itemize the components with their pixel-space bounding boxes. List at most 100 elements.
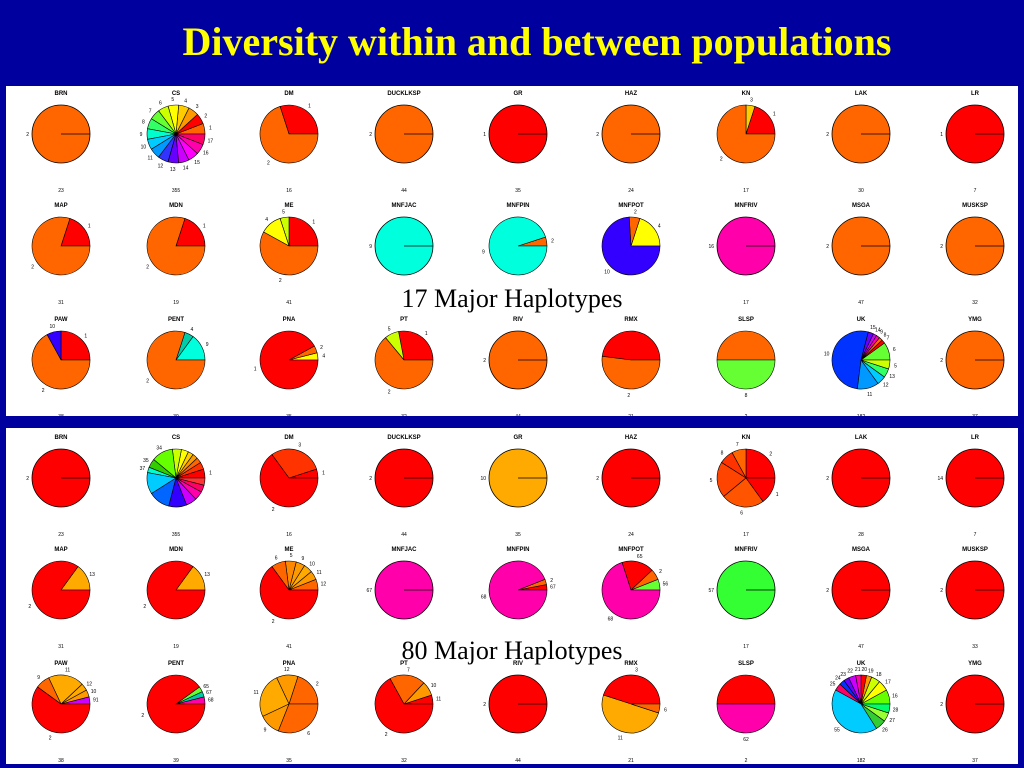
pie-mdn: MDN 1 2 19 — [146, 203, 206, 306]
pie-slice-label: 55 — [834, 728, 840, 734]
pie-slice-label: 9 — [880, 330, 883, 336]
pie-population-label: ME — [285, 547, 294, 553]
pie-slice-label: 67 — [206, 690, 212, 696]
pie-slice-label: 3 — [635, 667, 638, 673]
pie-population-label: YMG — [968, 317, 982, 323]
pie-slice-label: 10 — [480, 476, 486, 482]
pie-sample-size: 39 — [173, 758, 179, 764]
pie-slice-label: 5 — [710, 478, 713, 484]
pie-population-label: ME — [285, 203, 294, 209]
pie-sample-size: 30 — [858, 188, 864, 194]
pie-slice-label: 4 — [265, 217, 268, 223]
pie-brn: BRN 2 23 — [26, 435, 91, 538]
pie-slice — [175, 133, 206, 145]
pie-paw: PAW 91 10 12 11 9 2 38 — [31, 661, 99, 764]
pie-slice-label: 12 — [158, 163, 164, 169]
pie-ymg: YMG 2 37 — [940, 661, 1005, 764]
pie-slice-label: 14 — [937, 476, 943, 482]
pie-population-label: RMX — [624, 661, 637, 667]
pie-population-label: YMG — [968, 661, 982, 667]
pie-sample-size: 17 — [743, 300, 749, 306]
pie-slice-label: 15 — [870, 325, 876, 331]
pie-slice — [601, 356, 661, 390]
pie-slice — [716, 703, 776, 734]
pie-slice-label: 6 — [893, 347, 896, 353]
pie-slice — [146, 216, 206, 276]
pie-slice-label: 16 — [203, 150, 209, 156]
pie-population-label: PNA — [283, 661, 296, 667]
pie-slice-label: 68 — [481, 595, 487, 601]
pie-slice-label: 4 — [322, 354, 325, 360]
pie-population-label: HAZ — [625, 91, 638, 97]
pie-slice-label: 17 — [885, 680, 891, 686]
pie-population-label: HAZ — [625, 435, 638, 441]
pie-slice-label: 2 — [279, 278, 282, 284]
pie-slice-label: 3 — [298, 443, 301, 449]
pie-slice-label: 3 — [196, 104, 199, 110]
pie-population-label: KN — [742, 435, 751, 441]
pie-slice-label: 2 — [826, 244, 829, 250]
pie-population-label: MAP — [54, 203, 67, 209]
pie-sample-size: 2 — [745, 758, 748, 764]
pie-slice — [31, 334, 91, 390]
pie-slice-label: 8 — [745, 393, 748, 399]
pie-slice — [31, 686, 91, 734]
pie-slice-label: 6 — [159, 101, 162, 107]
pie-slice-label: 25 — [830, 681, 836, 687]
pie-slice-label: 10 — [309, 562, 315, 568]
pie-population-label: MAP — [54, 547, 67, 553]
pie-slice-label: 2 — [42, 388, 45, 394]
pie-slice-label: 2 — [388, 390, 391, 396]
pie-slice-label: 2 — [634, 209, 637, 215]
pie-musksp: MUSKSP 2 33 — [940, 547, 1005, 650]
pie-slice-label: 1 — [940, 132, 943, 138]
pie-population-label: RMX — [624, 317, 637, 323]
pie-slice-label: 1 — [776, 492, 779, 498]
pie-slice-label: 10 — [91, 689, 97, 695]
pie-gr: GR 1 35 — [483, 91, 548, 194]
pie-slice-label: 13 — [889, 374, 895, 380]
pie-rmx: RMX 2 21 — [601, 317, 661, 416]
pie-slice-label: 9 — [206, 342, 209, 348]
pie-population-label: MNFRIV — [735, 203, 758, 209]
pie-population-label: DUCKLKSP — [387, 435, 420, 441]
pie-population-label: MNFJAC — [392, 203, 418, 209]
pie-population-label: LAK — [855, 435, 868, 441]
pie-slice-label: 10 — [50, 324, 56, 330]
pie-slice-label: 2 — [49, 735, 52, 741]
pie-slice-label: 57 — [708, 588, 714, 594]
pie-slice — [601, 562, 661, 620]
pie-slice — [259, 454, 319, 508]
pie-slice — [374, 337, 434, 390]
pie-slice-label: 17 — [208, 138, 214, 144]
pie-slice-label: 7 — [887, 336, 890, 342]
pie-slice — [146, 330, 206, 390]
pie-slice — [146, 560, 206, 620]
pie-slice-label: 2 — [551, 239, 554, 245]
pie-lak: LAK 2 28 — [826, 435, 891, 538]
pie-sample-size: 31 — [58, 300, 64, 306]
pie-sample-size: 28 — [858, 532, 864, 538]
pie-slice — [745, 477, 776, 502]
pie-slice — [716, 462, 747, 497]
pie-slice-label: 62 — [743, 737, 749, 743]
pie-slice-label: 4 — [190, 327, 193, 333]
pie-slice-label: 1 — [312, 219, 315, 225]
pie-slice-label: 7 — [736, 442, 739, 448]
pie-sample-size: 21 — [628, 758, 634, 764]
pie-sample-size: 23 — [58, 532, 64, 538]
pie-slice-label: 1 — [254, 367, 257, 373]
pie-sample-size: 44 — [401, 188, 407, 194]
pie-population-label: MNFPIN — [507, 203, 530, 209]
pie-slice — [831, 689, 877, 734]
pie-map: MAP 1 2 31 — [31, 203, 91, 306]
pie-msga: MSGA 2 47 — [826, 203, 891, 306]
pie-slice-label: 11 — [253, 690, 258, 696]
pie-population-label: MNFPIN — [507, 547, 530, 553]
pie-slice-label: 2 — [26, 132, 29, 138]
pie-riv: RIV 2 44 — [483, 317, 548, 416]
pie-slice-label: 22 — [847, 669, 853, 675]
pie-slsp: SLSP 8 2 — [716, 317, 776, 416]
